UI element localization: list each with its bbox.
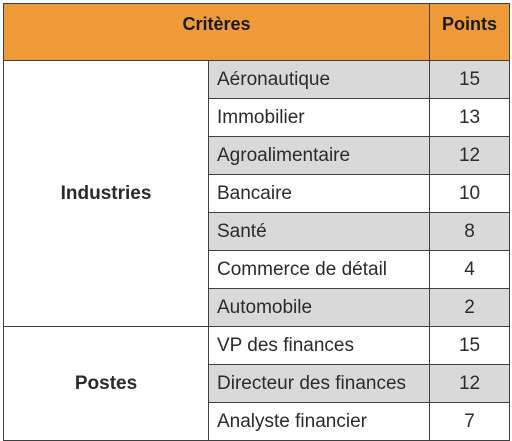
points-cell: 15 — [429, 326, 511, 365]
criterion-cell: Aéronautique — [207, 60, 431, 99]
table-row: Automobile 2 — [4, 288, 511, 327]
criterion-cell: Analyste financier — [207, 402, 431, 441]
table-row: Bancaire 10 — [4, 174, 511, 213]
criterion-cell: Bancaire — [207, 174, 431, 213]
table-row: Industries Aéronautique 15 — [3, 60, 511, 327]
group-label-0: Industries — [3, 60, 209, 327]
points-cell: 15 — [429, 60, 511, 99]
table-body: Industries Aéronautique 15 Immobilier 13 Agro… — [3, 60, 511, 441]
scores-table: Critères Points Industries Aéronautique 15… — [2, 3, 511, 441]
criterion-cell: Agroalimentaire — [207, 136, 431, 175]
points-cell: 12 — [429, 364, 511, 403]
criterion-cell: Commerce de détail — [207, 250, 431, 289]
table-row: Analyste financier 7 — [4, 402, 511, 441]
criterion-cell: Directeur des finances — [207, 364, 431, 403]
criteria-header: Critères — [2, 3, 431, 61]
points-cell: 13 — [429, 98, 511, 137]
group-label-1: Postes — [3, 326, 209, 441]
points-cell: 4 — [429, 250, 511, 289]
points-cell: 7 — [429, 402, 511, 441]
points-cell: 10 — [429, 174, 511, 213]
criterion-cell: VP des finances — [207, 326, 431, 365]
table-row: Immobilier 13 — [4, 98, 511, 137]
criterion-cell: Automobile — [207, 288, 431, 327]
points-cell: 8 — [429, 212, 511, 251]
table-row: Directeur des finances 12 — [4, 364, 511, 403]
table-row: Santé 8 — [4, 212, 511, 251]
criterion-cell: Immobilier — [207, 98, 431, 137]
points-cell: 2 — [429, 288, 511, 327]
points-header: Points — [429, 3, 511, 61]
table-row: Postes VP des finances 15 — [3, 326, 511, 441]
criterion-cell: Santé — [207, 212, 431, 251]
points-cell: 12 — [429, 136, 511, 175]
header-row: Critères Points — [2, 3, 511, 61]
